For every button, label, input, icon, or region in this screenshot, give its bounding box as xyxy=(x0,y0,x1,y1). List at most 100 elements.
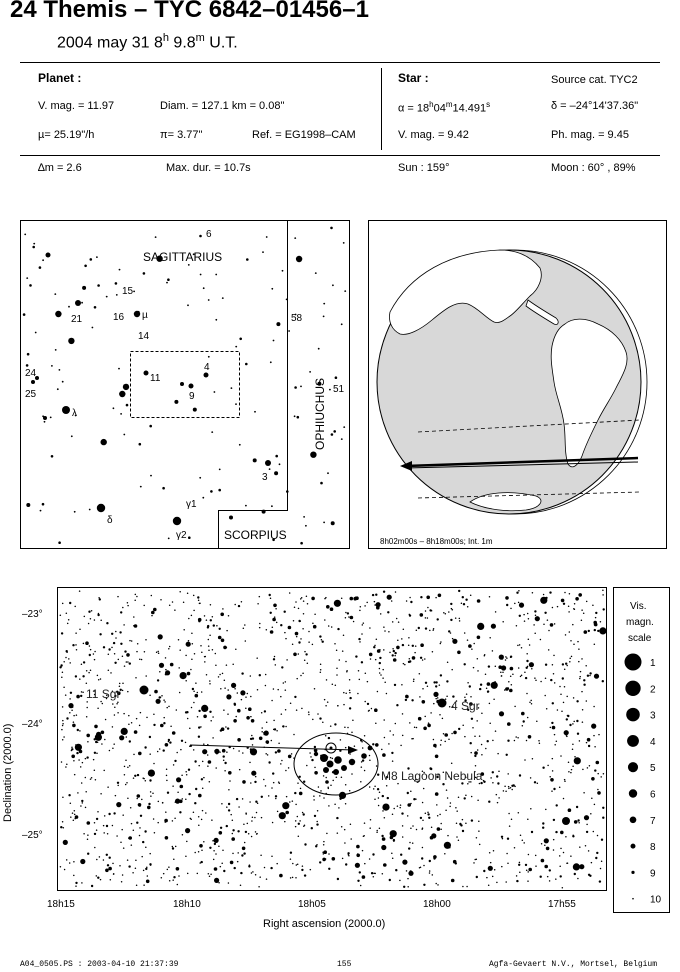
legend-mag-dot-6 xyxy=(628,789,638,798)
chart-star xyxy=(307,711,310,713)
chart-star xyxy=(363,769,366,772)
chart-star xyxy=(424,681,428,684)
chart-star xyxy=(164,743,169,747)
chart-star xyxy=(394,591,397,593)
chart-star xyxy=(526,692,528,695)
chart-star xyxy=(309,868,312,871)
chart-star xyxy=(549,623,554,627)
chart-star xyxy=(207,638,210,641)
chart-star xyxy=(198,824,200,827)
chart-star xyxy=(439,713,441,716)
chart-star xyxy=(546,875,549,878)
chart-star xyxy=(197,851,200,853)
chart-star xyxy=(348,790,351,792)
chart-star xyxy=(96,731,102,737)
chart-star xyxy=(285,795,288,798)
finder-star xyxy=(330,433,334,436)
chart-star xyxy=(153,607,157,612)
finder-bright-star xyxy=(203,372,209,378)
chart-star xyxy=(434,746,437,748)
chart-star xyxy=(145,846,147,849)
chart-star xyxy=(193,609,195,612)
chart-star xyxy=(149,864,152,866)
chart-star xyxy=(97,707,99,709)
finder-star xyxy=(39,509,42,512)
chart-star xyxy=(326,605,330,609)
chart-star xyxy=(157,699,159,702)
chart-star xyxy=(436,618,439,621)
chart-star xyxy=(602,589,604,591)
chart-star xyxy=(423,883,426,886)
chart-star xyxy=(545,808,547,811)
chart-star xyxy=(271,787,273,789)
finder-star xyxy=(329,388,331,391)
chart-star xyxy=(246,692,249,695)
legend-mag-label-2: 2 xyxy=(650,684,656,695)
nebula-star xyxy=(348,758,356,766)
chart-star xyxy=(148,802,151,806)
chart-star xyxy=(291,800,294,802)
finder-star xyxy=(174,399,179,404)
chart-star xyxy=(540,842,543,845)
chart-star xyxy=(527,735,532,739)
legend-title-2: magn. xyxy=(626,617,654,628)
chart-star xyxy=(463,663,466,666)
chart-star xyxy=(325,776,327,779)
chart-star xyxy=(86,733,90,738)
chart-star xyxy=(581,690,583,693)
chart-star xyxy=(115,630,117,633)
chart-star xyxy=(408,637,410,639)
chart-star xyxy=(297,822,300,825)
chart-star xyxy=(470,795,473,798)
chart-star xyxy=(82,675,85,678)
chart-star xyxy=(114,706,116,709)
chart-star xyxy=(570,655,573,658)
chart-star xyxy=(334,684,337,686)
chart-star xyxy=(335,776,338,779)
legend-mag-label-6: 6 xyxy=(650,790,656,801)
chart-star xyxy=(269,630,274,634)
chart-star xyxy=(149,852,151,855)
chart-star xyxy=(185,654,187,657)
chart-star xyxy=(509,688,513,693)
chart-star xyxy=(71,709,73,712)
chart-star xyxy=(62,839,68,845)
chart-star xyxy=(137,803,142,807)
chart-star xyxy=(289,858,292,860)
chart-star xyxy=(492,849,495,852)
chart-star xyxy=(551,790,553,792)
chart-star xyxy=(73,861,75,863)
chart-star xyxy=(221,672,224,675)
chart-star xyxy=(568,611,570,613)
chart-star xyxy=(322,853,325,855)
chart-star xyxy=(312,718,314,721)
chart-star xyxy=(108,749,111,752)
chart-star xyxy=(111,632,114,635)
chart-star xyxy=(151,610,155,615)
legend-mag-dot-7 xyxy=(629,816,637,824)
chart-star xyxy=(207,873,210,875)
chart-star xyxy=(275,621,278,624)
chart-star xyxy=(361,624,364,626)
nebula-star xyxy=(320,754,328,762)
chart-star xyxy=(401,638,403,640)
chart-star xyxy=(438,684,441,686)
chart-star xyxy=(358,871,361,874)
chart-star xyxy=(349,696,352,700)
chart-star xyxy=(492,739,494,742)
chart-star xyxy=(211,819,213,821)
chart-star xyxy=(545,596,548,600)
chart-star xyxy=(597,629,600,633)
chart-star xyxy=(505,753,508,756)
chart-star xyxy=(223,645,227,650)
chart-star xyxy=(145,639,147,641)
chart-star xyxy=(303,780,306,783)
chart-star xyxy=(79,730,81,732)
chart-star xyxy=(508,680,510,683)
chart-star xyxy=(319,635,322,638)
chart-star xyxy=(158,662,165,668)
chart-star xyxy=(219,751,221,753)
chart-star xyxy=(432,628,435,630)
chart-star xyxy=(186,592,189,595)
chart-star xyxy=(217,635,222,640)
